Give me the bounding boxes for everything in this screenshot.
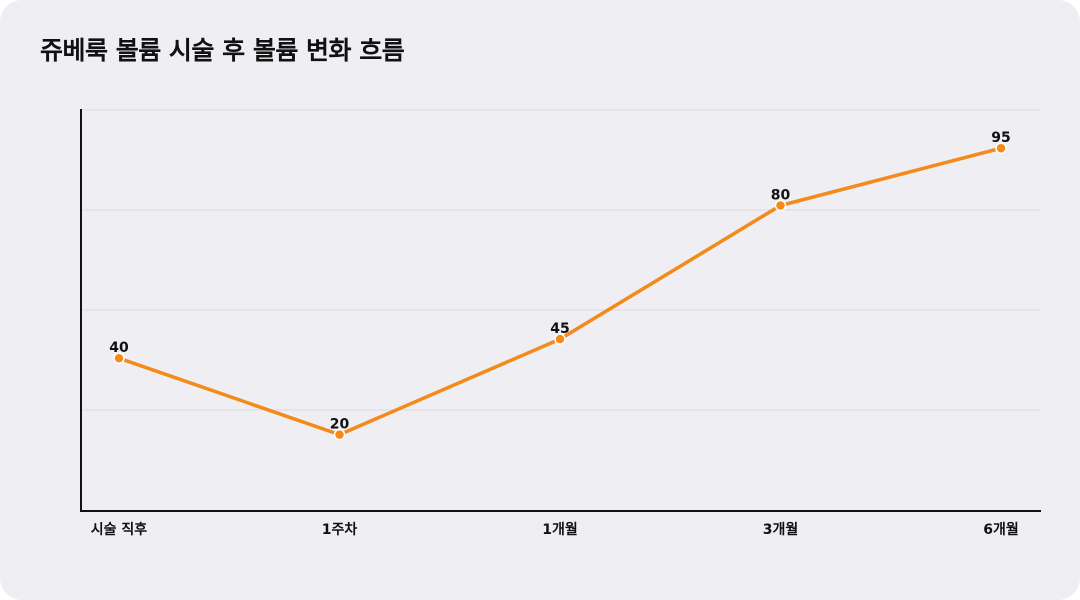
chart-title: 쥬베룩 볼륨 시술 후 볼륨 변화 흐름 xyxy=(40,36,405,65)
data-label: 45 xyxy=(550,321,569,337)
data-label: 40 xyxy=(109,340,129,356)
x-tick-label: 시술 직후 xyxy=(91,521,148,538)
grid-lines xyxy=(81,109,1041,411)
data-label: 20 xyxy=(330,417,350,433)
data-point xyxy=(333,428,346,441)
x-tick-label: 6개월 xyxy=(983,521,1019,538)
data-labels: 40 20 45 80 95 xyxy=(109,130,1010,432)
data-point xyxy=(995,142,1007,154)
data-point xyxy=(774,199,787,212)
x-tick-labels: 시술 직후 1주차 1개월 3개월 6개월 xyxy=(91,521,1019,538)
data-points xyxy=(113,142,1007,441)
data-label: 95 xyxy=(991,130,1010,146)
x-tick-label: 1주차 xyxy=(322,522,358,538)
series-line xyxy=(117,146,1003,437)
data-point xyxy=(554,333,566,345)
data-point xyxy=(113,352,125,364)
data-label: 80 xyxy=(771,187,791,203)
x-tick-label: 3개월 xyxy=(763,521,799,538)
x-tick-label: 1개월 xyxy=(542,521,578,538)
